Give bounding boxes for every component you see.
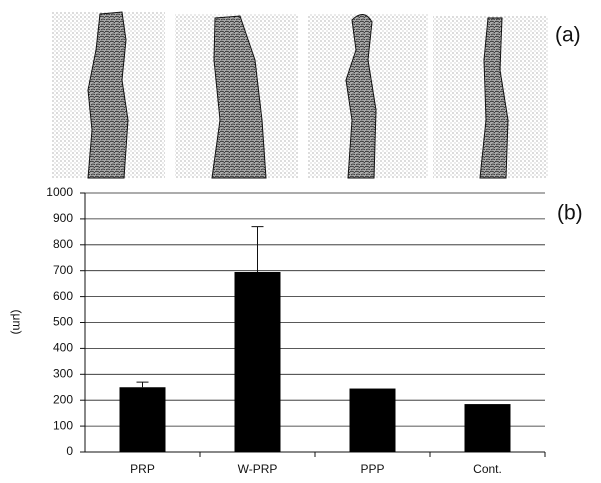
y-tick-label: 1000 <box>46 185 73 199</box>
y-tick-label: 300 <box>53 366 73 380</box>
y-axis-label: (μm) <box>10 310 24 335</box>
y-tick-label: 600 <box>53 289 73 303</box>
panel-label: (b) <box>557 202 583 225</box>
y-tick-label: 0 <box>66 444 73 458</box>
y-tick-label: 800 <box>53 237 73 251</box>
bar <box>234 271 281 452</box>
y-tick-label: 500 <box>53 315 73 329</box>
y-tick-label: 900 <box>53 211 73 225</box>
y-tick-label: 400 <box>53 341 73 355</box>
y-tick-label: 200 <box>53 392 73 406</box>
x-tick-label: W-PRP <box>238 462 278 476</box>
x-tick-label: PPP <box>360 462 384 476</box>
x-tick-label: PRP <box>130 462 155 476</box>
bar <box>119 387 166 452</box>
tissue <box>345 14 377 179</box>
tissue <box>211 15 267 179</box>
x-tick-label: Cont. <box>473 462 502 476</box>
bar <box>464 404 511 452</box>
y-tick-label: 700 <box>53 263 73 277</box>
tissue <box>87 11 129 179</box>
error-bar <box>136 381 149 388</box>
micrograph-panels <box>52 11 548 179</box>
y-tick-label: 100 <box>53 418 73 432</box>
error-bar <box>251 226 264 272</box>
bar <box>349 388 396 452</box>
tissue <box>479 17 509 179</box>
panel-label: (a) <box>555 24 581 47</box>
